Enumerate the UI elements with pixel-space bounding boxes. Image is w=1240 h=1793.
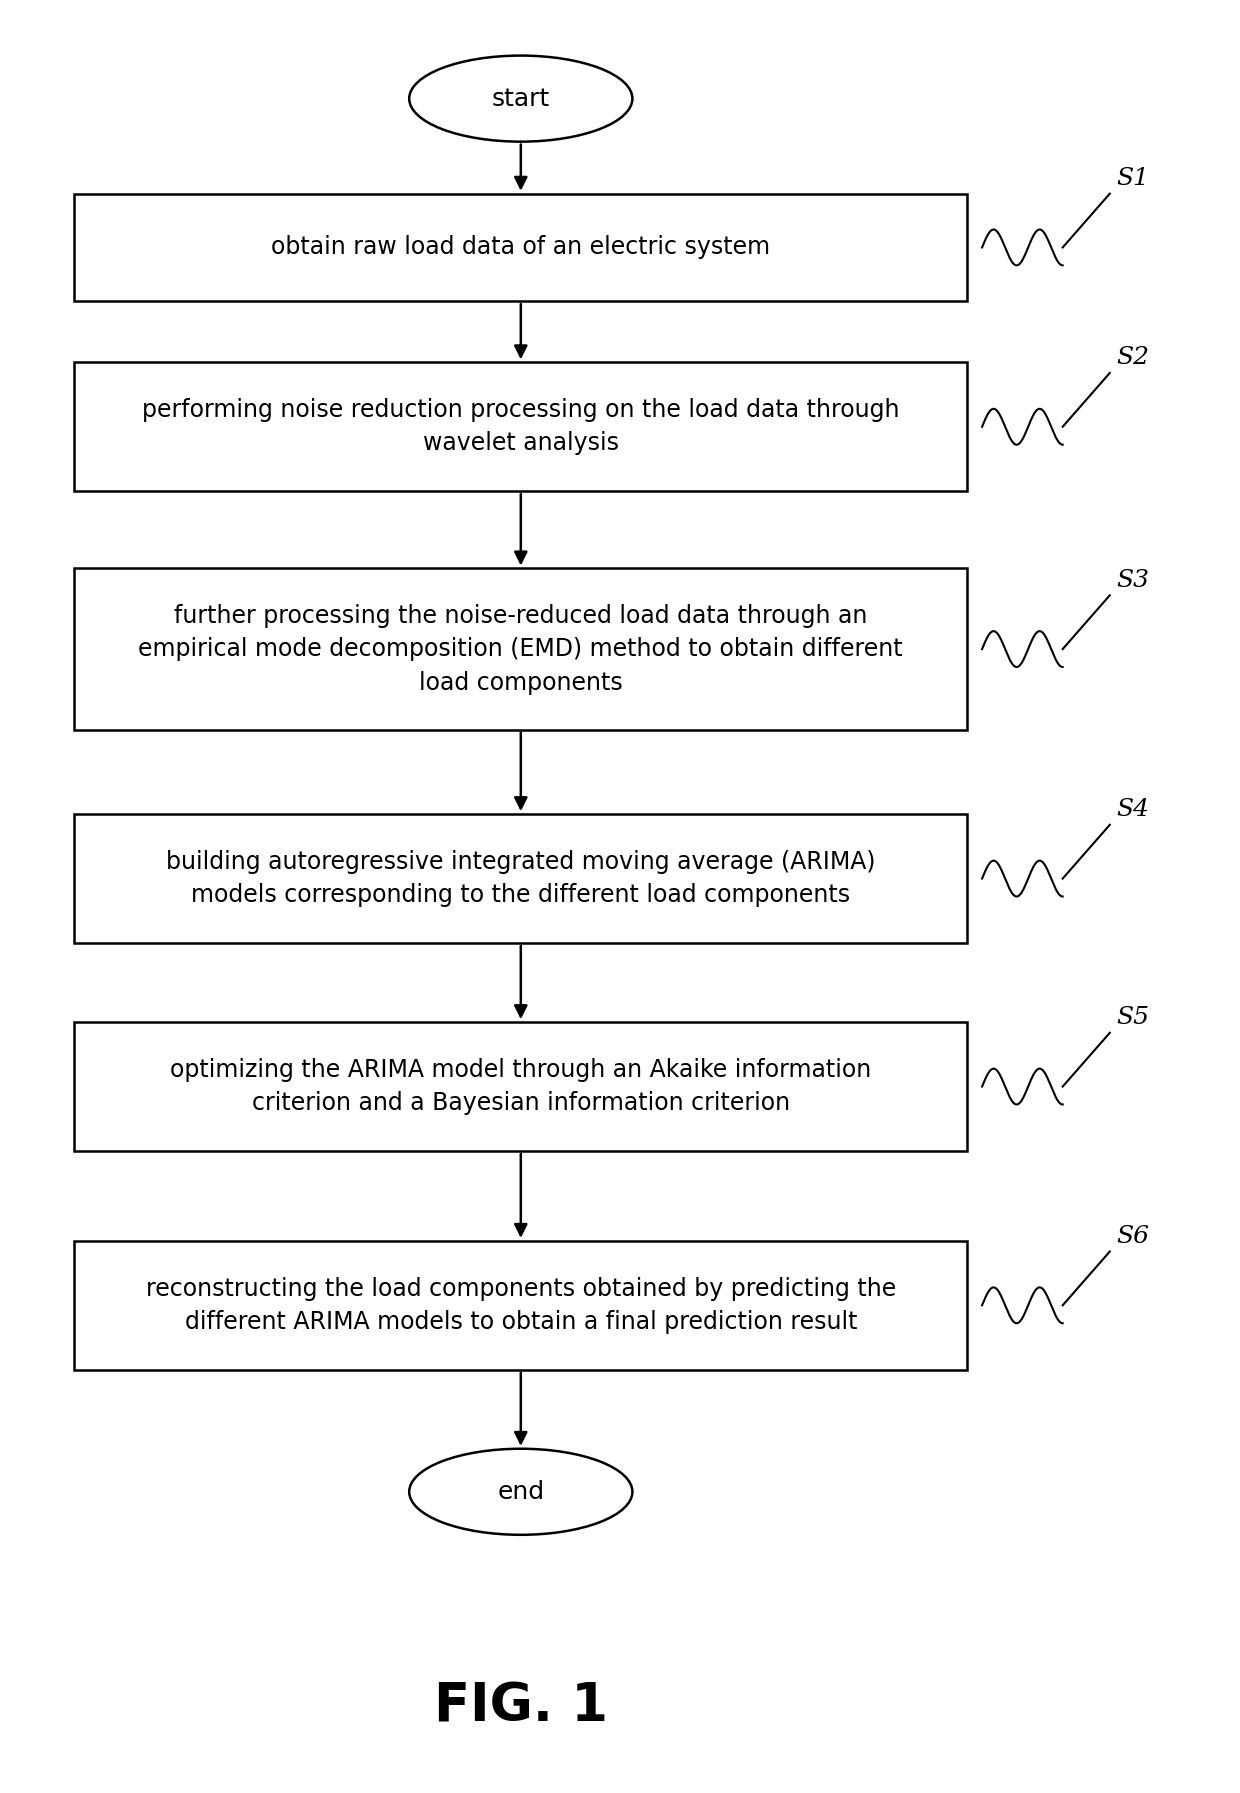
Text: performing noise reduction processing on the load data through
wavelet analysis: performing noise reduction processing on… xyxy=(143,398,899,455)
Text: building autoregressive integrated moving average (ARIMA)
models corresponding t: building autoregressive integrated movin… xyxy=(166,850,875,907)
FancyBboxPatch shape xyxy=(74,194,967,301)
Text: start: start xyxy=(492,86,549,111)
Text: S3: S3 xyxy=(1116,568,1149,592)
Text: S2: S2 xyxy=(1116,346,1149,369)
FancyBboxPatch shape xyxy=(74,1022,967,1151)
FancyBboxPatch shape xyxy=(74,568,967,730)
Ellipse shape xyxy=(409,56,632,142)
Text: further processing the noise-reduced load data through an
empirical mode decompo: further processing the noise-reduced loa… xyxy=(139,604,903,694)
Text: reconstructing the load components obtained by predicting the
different ARIMA mo: reconstructing the load components obtai… xyxy=(145,1277,897,1334)
Text: S4: S4 xyxy=(1116,798,1149,821)
Ellipse shape xyxy=(409,1449,632,1535)
FancyBboxPatch shape xyxy=(74,814,967,943)
Text: obtain raw load data of an electric system: obtain raw load data of an electric syst… xyxy=(272,235,770,260)
Text: S5: S5 xyxy=(1116,1006,1149,1029)
Text: optimizing the ARIMA model through an Akaike information
criterion and a Bayesia: optimizing the ARIMA model through an Ak… xyxy=(170,1058,872,1115)
Text: S1: S1 xyxy=(1116,167,1149,190)
Text: S6: S6 xyxy=(1116,1225,1149,1248)
FancyBboxPatch shape xyxy=(74,1241,967,1370)
FancyBboxPatch shape xyxy=(74,362,967,491)
Text: FIG. 1: FIG. 1 xyxy=(434,1680,608,1734)
Text: end: end xyxy=(497,1479,544,1504)
